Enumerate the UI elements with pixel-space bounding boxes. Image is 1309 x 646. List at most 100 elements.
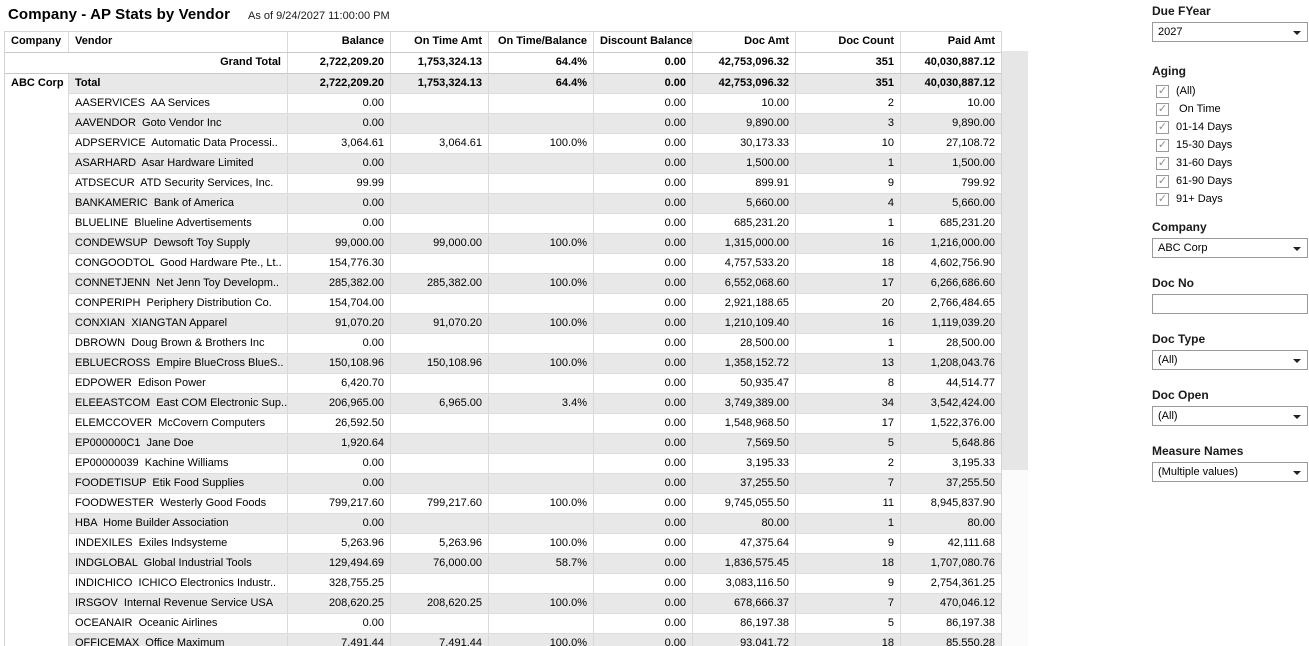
value-cell[interactable]: 0.00 [594, 354, 693, 373]
value-cell[interactable]: 99,000.00 [288, 234, 391, 253]
value-cell[interactable]: 0.00 [594, 494, 693, 513]
column-header-doc-amt[interactable]: Doc Amt [693, 32, 796, 52]
table-row[interactable]: BLUELINE Blueline Advertisements 0.00 0.00… [69, 214, 1001, 234]
aging-option-91-days[interactable]: ✓ 91+ Days [1152, 190, 1308, 208]
value-cell[interactable]: 0.00 [288, 614, 391, 633]
value-cell[interactable]: 0.00 [288, 214, 391, 233]
value-cell[interactable] [391, 334, 489, 353]
value-cell[interactable]: 6,266,686.60 [930, 277, 995, 289]
vendor-cell[interactable]: ASARHARD Asar Hardware Limited [69, 154, 288, 173]
value-cell[interactable]: 0.00 [288, 334, 391, 353]
column-header-company[interactable]: Company [5, 32, 69, 52]
checkbox-checked-icon[interactable]: ✓ [1156, 102, 1169, 116]
company-total-row[interactable]: Total 2,722,209.20 1,753,324.13 64.4% 0.00 4… [69, 74, 1001, 94]
value-cell[interactable] [391, 574, 489, 593]
value-cell[interactable] [489, 214, 594, 233]
aging-option-61-90-days[interactable]: ✓ 61-90 Days [1152, 172, 1308, 190]
value-cell[interactable]: 0.00 [594, 254, 693, 273]
column-header-vendor[interactable]: Vendor [69, 32, 288, 52]
value-cell[interactable]: 58.7% [489, 554, 594, 573]
value-cell[interactable] [391, 114, 489, 133]
value-cell[interactable]: 678,666.37 [693, 594, 796, 613]
total-cell[interactable]: 64.4% [489, 74, 594, 93]
vertical-scrollbar[interactable] [1002, 51, 1028, 646]
value-cell[interactable]: 100.0% [489, 234, 594, 253]
value-cell[interactable]: 1,548,968.50 [693, 414, 796, 433]
table-row[interactable]: IRSGOV Internal Revenue Service USA 208,6… [69, 594, 1001, 614]
value-cell[interactable] [489, 514, 594, 533]
aging-option-on-time[interactable]: ✓ On Time [1152, 100, 1308, 118]
value-cell[interactable]: 1,522,376.00 [930, 417, 995, 429]
vendor-cell[interactable]: INDICHICO ICHICO Electronics Industr.. [69, 574, 288, 593]
value-cell[interactable]: 26,592.50 [288, 414, 391, 433]
checkbox-checked-icon[interactable]: ✓ [1156, 192, 1169, 206]
value-cell[interactable]: 1,500.00 [693, 154, 796, 173]
value-cell[interactable]: 799,217.60 [288, 494, 391, 513]
value-cell[interactable]: 7 [796, 474, 901, 493]
checkbox-checked-icon[interactable]: ✓ [1156, 138, 1169, 152]
value-cell[interactable]: 470,046.12 [939, 597, 995, 609]
value-cell[interactable]: 0.00 [594, 474, 693, 493]
value-cell[interactable]: 100.0% [489, 274, 594, 293]
grand-total-cell[interactable]: 64.4% [489, 53, 594, 73]
value-cell[interactable]: 1,358,152.72 [693, 354, 796, 373]
value-cell[interactable]: 93,041.72 [693, 634, 796, 646]
table-row[interactable]: OCEANAIR Oceanic Airlines 0.00 0.00 86,197.… [69, 614, 1001, 634]
value-cell[interactable]: 1,315,000.00 [693, 234, 796, 253]
vendor-cell[interactable]: ADPSERVICE Automatic Data Processi.. [69, 134, 288, 153]
value-cell[interactable]: 899.91 [693, 174, 796, 193]
value-cell[interactable]: 18 [796, 554, 901, 573]
value-cell[interactable]: 3,195.33 [952, 457, 995, 469]
value-cell[interactable]: 42,111.68 [947, 537, 995, 549]
vendor-cell[interactable]: ATDSECUR ATD Security Services, Inc. [69, 174, 288, 193]
value-cell[interactable]: 7,569.50 [693, 434, 796, 453]
value-cell[interactable]: 1,208,043.76 [930, 357, 995, 369]
table-row[interactable]: INDEXILES Exiles Indsysteme 5,263.96 5,263… [69, 534, 1001, 554]
value-cell[interactable]: 0.00 [594, 154, 693, 173]
aging-option-31-60-days[interactable]: ✓ 31-60 Days [1152, 154, 1308, 172]
value-cell[interactable]: 100.0% [489, 494, 594, 513]
doc-type-dropdown[interactable]: (All) [1152, 350, 1308, 370]
value-cell[interactable]: 0.00 [594, 294, 693, 313]
value-cell[interactable] [489, 474, 594, 493]
value-cell[interactable] [489, 174, 594, 193]
value-cell[interactable]: 3,195.33 [693, 454, 796, 473]
value-cell[interactable] [391, 194, 489, 213]
vendor-cell[interactable]: INDEXILES Exiles Indsysteme [69, 534, 288, 553]
value-cell[interactable]: 9,890.00 [693, 114, 796, 133]
value-cell[interactable]: 100.0% [489, 354, 594, 373]
vendor-cell[interactable]: EP00000039 Kachine Williams [69, 454, 288, 473]
table-row[interactable]: EP000000C1 Jane Doe 1,920.64 0.00 7,569.50 5… [69, 434, 1001, 454]
table-row[interactable]: INDGLOBAL Global Industrial Tools 129,494… [69, 554, 1001, 574]
value-cell[interactable] [391, 434, 489, 453]
value-cell[interactable]: 799.92 [961, 177, 995, 189]
value-cell[interactable]: 47,375.64 [693, 534, 796, 553]
value-cell[interactable]: 9,890.00 [952, 117, 995, 129]
table-row[interactable]: EBLUECROSS Empire BlueCross BlueS.. 150,1… [69, 354, 1001, 374]
value-cell[interactable]: 37,255.50 [946, 477, 995, 489]
value-cell[interactable]: 100.0% [489, 634, 594, 646]
value-cell[interactable] [391, 454, 489, 473]
table-row[interactable]: CONDEWSUP Dewsoft Toy Supply 99,000.00 99,… [69, 234, 1001, 254]
column-header-balance[interactable]: Balance [288, 32, 391, 52]
value-cell[interactable]: 37,255.50 [693, 474, 796, 493]
vendor-cell[interactable]: ELEMCCOVER McCovern Computers [69, 414, 288, 433]
vendor-cell[interactable]: ELEEASTCOM East COM Electronic Sup.. [69, 394, 288, 413]
value-cell[interactable]: 5,263.96 [391, 534, 489, 553]
value-cell[interactable]: 8,945,837.90 [930, 497, 995, 509]
value-cell[interactable] [391, 474, 489, 493]
value-cell[interactable] [489, 574, 594, 593]
value-cell[interactable]: 0.00 [288, 154, 391, 173]
scrollbar-thumb[interactable] [1002, 51, 1028, 470]
value-cell[interactable] [391, 614, 489, 633]
aging-option-all[interactable]: ✓ (All) [1152, 82, 1308, 100]
vendor-cell[interactable]: FOODWESTER Westerly Good Foods [69, 494, 288, 513]
value-cell[interactable]: 0.00 [594, 194, 693, 213]
value-cell[interactable]: 328,755.25 [288, 574, 391, 593]
value-cell[interactable]: 2,766,484.65 [930, 297, 995, 309]
table-row[interactable]: ADPSERVICE Automatic Data Processi.. 3,06… [69, 134, 1001, 154]
value-cell[interactable]: 99.99 [288, 174, 391, 193]
value-cell[interactable]: 0.00 [594, 274, 693, 293]
value-cell[interactable] [391, 94, 489, 113]
column-header-on-time-amt[interactable]: On Time Amt [391, 32, 489, 52]
